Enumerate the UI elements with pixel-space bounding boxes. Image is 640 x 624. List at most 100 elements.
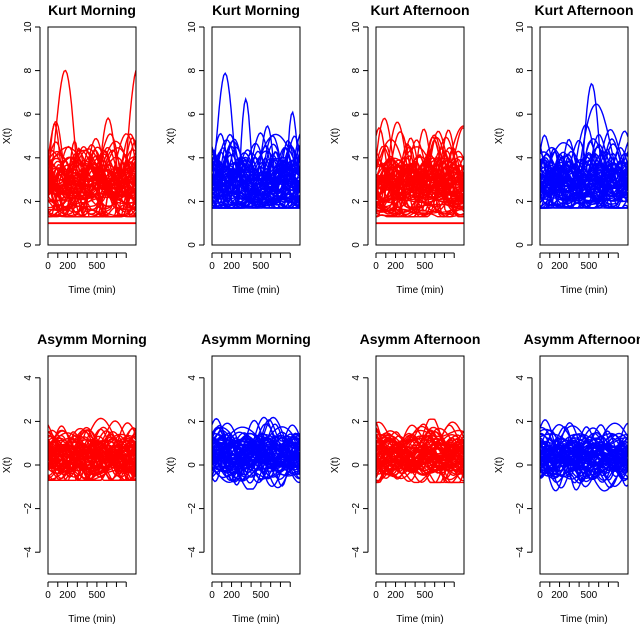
x-axis-label: Time (min) (560, 285, 607, 296)
y-tick-label: −2 (23, 502, 34, 514)
series-line (540, 173, 628, 205)
plot-frame (539, 355, 629, 575)
x-tick-label: 200 (387, 590, 404, 601)
panel-8: Asymm Afternoon −4 −2 0 2 4 X(t) 0 200 500 Time (m… (494, 331, 640, 624)
x-axis-label: Time (min) (560, 614, 607, 624)
series-line (376, 155, 464, 216)
series-line (212, 441, 300, 451)
y-tick-label: 4 (187, 155, 198, 161)
plot-frame (375, 26, 465, 246)
plot-frame (47, 26, 137, 246)
x-tick-label: 200 (59, 261, 76, 272)
x-tick-label: 200 (223, 261, 240, 272)
curves-group (48, 417, 136, 481)
series-line (540, 171, 628, 187)
series-line (212, 172, 300, 209)
y-tick-label: −4 (515, 546, 526, 558)
series-line (48, 148, 136, 196)
series-line (212, 161, 300, 180)
panel-1: Kurt Morning 0 2 4 6 8 10 X(t) 0 200 500 Time (min) (2, 2, 137, 296)
series-line (540, 458, 628, 480)
panel-2: Kurt Morning 0 2 4 6 8 10 X(t) 0 200 500 Time (min) (166, 2, 301, 296)
y-tick-label: 4 (351, 155, 362, 161)
series-line (376, 446, 464, 484)
series-line (376, 437, 464, 471)
y-tick-label: 4 (23, 155, 34, 161)
y-tick-label: −4 (187, 546, 198, 558)
y-tick-label: −4 (351, 546, 362, 558)
x-tick-label: 500 (581, 590, 598, 601)
series-line (212, 440, 300, 480)
y-tick-label: 8 (515, 67, 526, 73)
x-axis-label: Time (min) (396, 285, 443, 296)
series-line (540, 130, 628, 189)
series-line (212, 157, 300, 183)
x-tick-label: 500 (417, 261, 434, 272)
series-line (376, 166, 464, 198)
curves-group (48, 69, 136, 225)
x-axis-label: Time (min) (68, 285, 115, 296)
y-tick-label: 8 (23, 67, 34, 73)
curves-group (540, 419, 628, 492)
series-line (212, 156, 300, 206)
y-tick-label: 4 (351, 375, 362, 381)
series-line (376, 192, 464, 213)
y-tick-label: 2 (23, 418, 34, 424)
x-tick-label: 200 (223, 590, 240, 601)
y-tick-label: 0 (351, 242, 362, 248)
y-tick-label: 8 (351, 67, 362, 73)
series-line (540, 146, 628, 186)
y-tick-label: 4 (187, 375, 198, 381)
series-line (48, 439, 136, 470)
series-line (376, 461, 464, 481)
y-tick-label: 6 (187, 111, 198, 117)
series-line (48, 465, 136, 481)
series-line (212, 182, 300, 209)
plot-frame (211, 355, 301, 575)
series-line (540, 448, 628, 492)
x-tick-label: 500 (581, 261, 598, 272)
y-tick-label: 0 (515, 462, 526, 468)
panel-title: Kurt Afternoon (370, 2, 469, 18)
x-tick-label: 0 (45, 590, 51, 601)
series-line (212, 431, 300, 465)
y-tick-label: 10 (351, 21, 362, 33)
series-line (48, 159, 136, 185)
curves-group (212, 72, 300, 209)
series-line (540, 426, 628, 468)
plot-frame (211, 26, 301, 246)
x-tick-label: 500 (417, 590, 434, 601)
series-line (48, 449, 136, 476)
y-tick-label: 4 (515, 375, 526, 381)
plot-frame (47, 355, 137, 575)
x-tick-label: 200 (387, 261, 404, 272)
series-line (212, 133, 300, 185)
y-tick-label: 2 (515, 198, 526, 204)
x-tick-label: 200 (59, 590, 76, 601)
series-line (376, 153, 464, 203)
series-line (48, 449, 136, 476)
series-line (48, 454, 136, 468)
series-line (212, 165, 300, 187)
y-axis-label: X(t) (494, 128, 505, 144)
series-line (376, 446, 464, 466)
series-line (212, 166, 300, 196)
series-line (540, 166, 628, 197)
panel-title: Asymm Afternoon (524, 331, 640, 347)
x-tick-label: 200 (551, 590, 568, 601)
panel-5: Asymm Morning −4 −2 0 2 4 X(t) 0 200 500 Time (min… (2, 331, 147, 624)
panel-title: Kurt Morning (48, 2, 136, 18)
y-tick-label: 8 (187, 67, 198, 73)
y-axis-label: X(t) (330, 128, 341, 144)
series-line (212, 459, 300, 476)
x-tick-label: 0 (373, 261, 379, 272)
series-line (540, 153, 628, 192)
y-tick-label: 10 (515, 21, 526, 33)
y-tick-label: −4 (23, 546, 34, 558)
plot-frame (539, 26, 629, 246)
x-tick-label: 500 (89, 590, 106, 601)
x-tick-label: 0 (537, 590, 543, 601)
x-tick-label: 0 (373, 590, 379, 601)
x-axis-label: Time (min) (232, 614, 279, 624)
y-tick-label: −2 (351, 502, 362, 514)
